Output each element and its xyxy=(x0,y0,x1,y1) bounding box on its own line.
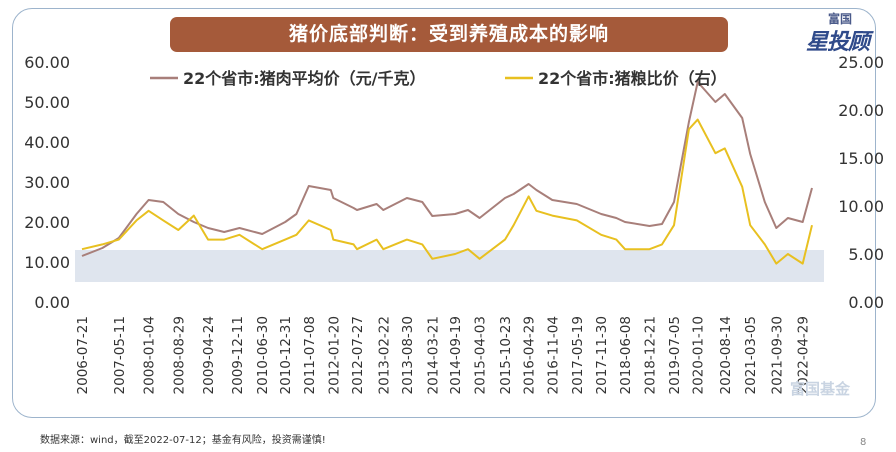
x-tick-label: 2014-03-21 xyxy=(425,316,441,394)
x-tick-label: 2022-04-29 xyxy=(796,316,812,394)
x-tick-label: 2015-10-23 xyxy=(498,316,514,394)
y-left-tick-label: 20.00 xyxy=(24,213,70,232)
y-right-tick-label: 25.00 xyxy=(838,53,884,72)
x-tick-label: 2015-04-03 xyxy=(473,316,489,394)
y-left-tick-label: 50.00 xyxy=(24,93,70,112)
y-left-tick-label: 10.00 xyxy=(24,253,70,272)
x-tick-label: 2020-01-10 xyxy=(691,316,707,394)
x-tick-label: 2017-05-19 xyxy=(570,316,586,394)
y-right-tick-label: 5.00 xyxy=(848,245,884,264)
x-tick-label: 2009-12-11 xyxy=(230,316,246,394)
x-tick-label: 2010-12-31 xyxy=(278,316,294,394)
series-line-2 xyxy=(81,118,813,265)
x-tick-label: 2019-07-05 xyxy=(667,316,683,394)
page-number: 8 xyxy=(860,437,867,448)
y-right-tick-label: 10.00 xyxy=(838,197,884,216)
y-right-tick-label: 0.00 xyxy=(848,293,884,312)
logo-main-text: 星投顾 xyxy=(806,30,870,55)
x-tick-label: 2007-05-11 xyxy=(112,316,128,394)
x-tick-label: 2013-02-22 xyxy=(376,316,392,394)
x-tick-label: 2016-04-29 xyxy=(522,316,538,394)
source-note: 数据来源：wind，截至2022-07-12；基金有风险，投资需谨慎! xyxy=(40,435,326,446)
x-tick-label: 2008-01-04 xyxy=(142,316,158,394)
y-left-tick-label: 0.00 xyxy=(34,293,70,312)
y-left-tick-label: 60.00 xyxy=(24,53,70,72)
slide-title: 猪价底部判断：受到养殖成本的影响 xyxy=(170,17,728,52)
series-line-1 xyxy=(81,81,813,257)
legend-label: 22个省市:猪粮比价（右） xyxy=(538,69,727,88)
x-tick-label: 2012-01-20 xyxy=(326,316,342,394)
y-right-tick-label: 20.00 xyxy=(838,101,884,120)
x-tick-label: 2006-07-21 xyxy=(75,316,91,394)
x-tick-label: 2014-09-19 xyxy=(448,316,464,394)
x-tick-label: 2009-04-24 xyxy=(201,316,217,394)
x-tick-label: 2021-03-05 xyxy=(743,316,759,394)
x-tick-label: 2018-06-08 xyxy=(618,316,634,394)
x-tick-label: 2013-08-30 xyxy=(400,316,416,394)
y-right-tick-label: 15.00 xyxy=(838,149,884,168)
x-tick-label: 2017-11-30 xyxy=(594,316,610,394)
x-tick-label: 2012-07-27 xyxy=(350,316,366,394)
x-tick-label: 2008-08-29 xyxy=(171,316,187,394)
slide-frame xyxy=(12,8,876,418)
legend-label: 22个省市:猪肉平均价（元/千克） xyxy=(183,69,426,88)
x-tick-label: 2016-11-04 xyxy=(545,316,561,394)
x-tick-label: 2020-08-14 xyxy=(718,316,734,394)
x-tick-label: 2011-07-08 xyxy=(302,316,318,394)
x-tick-label: 2010-06-30 xyxy=(255,316,271,394)
watermark-text: 富国基金 xyxy=(790,380,851,398)
brand-logo: 富国 星投顾 xyxy=(794,10,878,55)
y-left-tick-label: 40.00 xyxy=(24,133,70,152)
y-left-tick-label: 30.00 xyxy=(24,173,70,192)
x-tick-label: 2018-12-21 xyxy=(642,316,658,394)
x-tick-label: 2021-09-30 xyxy=(769,316,785,394)
logo-top-text: 富国 xyxy=(828,12,853,26)
